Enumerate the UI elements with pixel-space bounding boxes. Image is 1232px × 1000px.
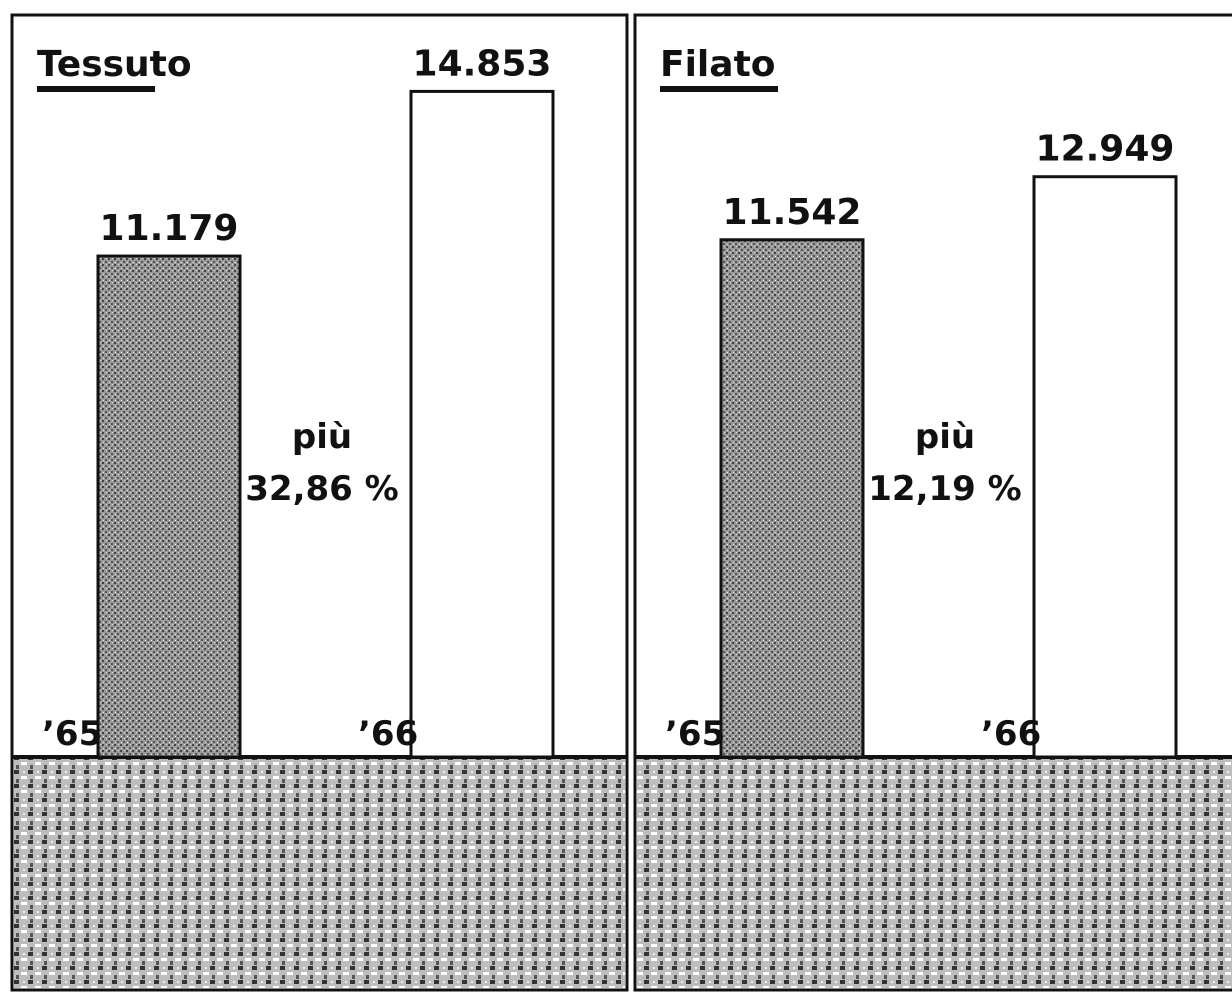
annotation: più (292, 417, 352, 457)
page: Tessuto 11.179 ’65 14.853 ’66 più 32,86 % Filat… (0, 0, 1232, 1000)
bar (1034, 177, 1176, 757)
chart-title: Tessuto (37, 44, 192, 85)
bar (721, 240, 863, 757)
title-underline (37, 86, 155, 92)
photo (14, 757, 625, 988)
value-label: 12.949 (1036, 129, 1175, 170)
value-label: 11.542 (723, 192, 862, 233)
photo (637, 757, 1232, 988)
annotation: più (915, 417, 975, 457)
category-label: ’66 (358, 714, 418, 754)
value-label: 11.179 (100, 208, 239, 249)
value-label: 14.853 (413, 43, 552, 84)
annotation: 12,19 % (868, 469, 1021, 509)
category-label: ’66 (981, 714, 1041, 754)
annotation: 32,86 % (245, 469, 398, 509)
category-label: ’65 (665, 714, 725, 754)
category-label: ’65 (42, 714, 102, 754)
title-underline (660, 86, 778, 92)
bar (411, 91, 553, 757)
chart-title: Filato (660, 44, 776, 85)
bar (98, 256, 240, 757)
